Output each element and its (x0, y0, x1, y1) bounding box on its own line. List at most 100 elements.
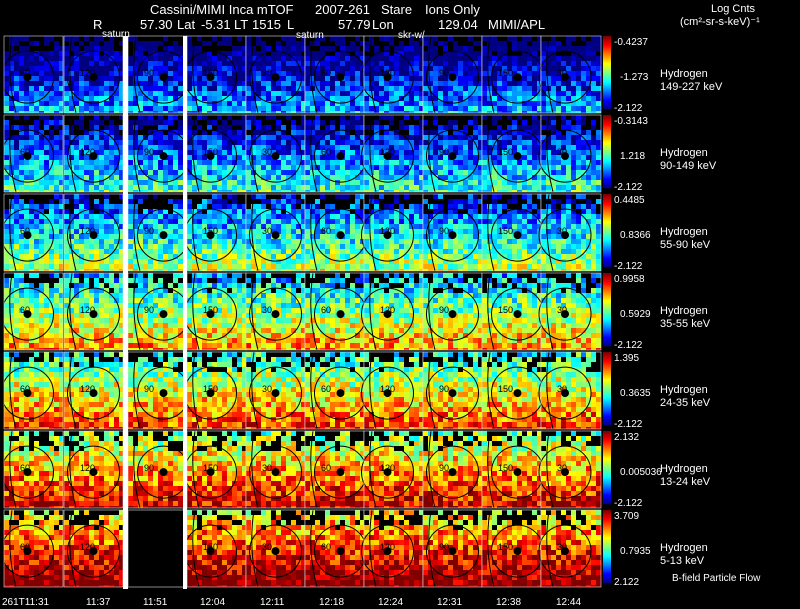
planet-marker (271, 389, 280, 398)
panel-r3-c7: 120 (361, 193, 424, 272)
l-label: L (287, 17, 295, 32)
contour-ring (361, 208, 414, 262)
contour-label: 150 (203, 305, 218, 315)
band-energy-3: 55-90 keV (660, 239, 711, 251)
time-tick-2: 11:37 (86, 597, 111, 608)
planet-marker (271, 152, 280, 161)
contour-ring (426, 129, 479, 183)
contour-arc (369, 351, 377, 430)
contour-label: 120 (80, 147, 95, 157)
panel-r4-c5: 30 (245, 272, 306, 351)
contour-arc (546, 272, 554, 351)
panel-r5-c3: 90 (127, 351, 190, 430)
lt-label: LT (234, 17, 249, 32)
contour-arc (310, 272, 318, 351)
contour-label: 60 (321, 384, 331, 394)
contour-ring (67, 524, 120, 578)
contour-arc (428, 272, 436, 351)
lon-label: Lon (372, 17, 394, 32)
planet-marker (206, 468, 215, 477)
contour-label: 30 (557, 68, 567, 78)
contour-label: 150 (498, 463, 513, 473)
colorbar-2 (603, 115, 611, 189)
contour-label: 90 (439, 68, 449, 78)
panel-r3-c3: 90 (127, 193, 190, 272)
planet-marker (513, 152, 522, 161)
bfield-flow-note: B-field Particle Flow (672, 573, 761, 584)
mode-label: Stare (381, 2, 413, 17)
panel-r1-c5: 30 (245, 35, 306, 114)
contour-arc (310, 430, 318, 509)
contour-label: 90 (439, 463, 449, 473)
colorbar-min-7: 2.122 (614, 577, 640, 588)
contour-arc (310, 35, 318, 114)
planet-marker (513, 547, 522, 556)
panel-r7-c6: 60 (304, 509, 367, 588)
contour-label: 90 (144, 384, 154, 394)
contour-label: 90 (144, 226, 154, 236)
contour-arc (251, 509, 259, 588)
contour-label: 120 (380, 542, 395, 552)
contour-arc (546, 351, 554, 430)
contour-arc (310, 114, 318, 193)
colorbar-min-4: -2.122 (614, 340, 643, 351)
contour-arc (546, 509, 554, 588)
contour-label: 90 (144, 147, 154, 157)
contour-arc (9, 193, 17, 272)
contour-label: 60 (321, 463, 331, 473)
panel-r4-c8: 90 (422, 272, 483, 351)
contour-label: 60 (321, 305, 331, 315)
panel-border (3, 193, 64, 272)
contour-arc (487, 430, 495, 509)
colorbar-mid-7: 0.7935 (620, 546, 651, 557)
time-tick-1: 261T11:31 (2, 597, 50, 608)
contour-arc (9, 351, 17, 430)
planet-marker (383, 231, 392, 240)
contour-arc (69, 272, 77, 351)
band-row-5: 60 120 90 150 30 60 120 90 150 30 (1, 351, 602, 430)
contour-ring (67, 287, 120, 341)
panel-r1-c2: 120 (63, 35, 124, 114)
contour-ring (538, 366, 592, 420)
planet-marker (23, 389, 32, 398)
planet-marker (206, 73, 215, 82)
contour-arc (487, 351, 495, 430)
panel-r7-c9: 150 (481, 509, 544, 588)
panel-r3-c10: 30 (538, 193, 602, 272)
contour-arc (428, 430, 436, 509)
contour-label: 120 (80, 226, 95, 236)
contour-label: 120 (80, 305, 95, 315)
contour-ring (426, 287, 479, 341)
contour-arc (546, 193, 554, 272)
panel-border (3, 351, 64, 430)
contour-ring (67, 366, 120, 420)
contour-ring (426, 50, 479, 104)
planet-marker (448, 389, 457, 398)
time-gap-separator (123, 36, 128, 589)
contour-label: 90 (144, 463, 154, 473)
planet-marker (336, 231, 345, 240)
panel-r4-c4: 150 (184, 272, 247, 351)
contour-label: 30 (557, 384, 567, 394)
contour-label: 90 (439, 147, 449, 157)
colorbar-max-2: -0.3143 (614, 116, 648, 127)
contour-label: 30 (262, 305, 272, 315)
contour-label: 150 (203, 147, 218, 157)
band-energy-4: 35-55 keV (660, 318, 711, 330)
panel-r3-c8: 90 (422, 193, 483, 272)
contour-arc (133, 430, 141, 509)
panel-r6-c8: 90 (422, 430, 483, 509)
contour-label: 60 (321, 226, 331, 236)
panel-border (3, 430, 64, 509)
colorbar-min-3: -2.122 (614, 261, 643, 272)
contour-ring (538, 129, 592, 183)
contour-arc (546, 35, 554, 114)
planet-marker (271, 73, 280, 82)
contour-ring (1, 366, 54, 420)
colorbar-mid-1: -1.273 (620, 72, 649, 83)
contour-label: 60 (20, 68, 30, 78)
contour-label: 30 (557, 226, 567, 236)
contour-arc (69, 193, 77, 272)
contour-label: 30 (262, 147, 272, 157)
contour-label: 30 (557, 147, 567, 157)
